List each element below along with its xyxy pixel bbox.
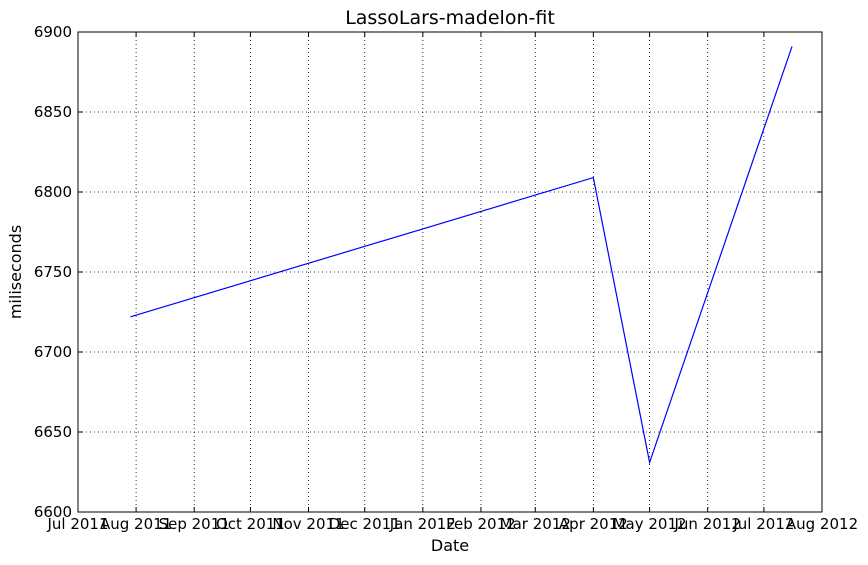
x-tick-label: Nov 2011 [272,515,344,533]
x-tick-label: Sep 2011 [159,515,230,533]
chart-title: LassoLars-madelon-fit [345,7,555,29]
y-tick-label: 6800 [34,183,72,201]
y-tick-label: 6850 [34,103,72,121]
series-line [130,46,793,465]
x-tick-label: Feb 2012 [446,515,516,533]
x-tick-label: Aug 2011 [100,515,172,533]
y-tick-label: 6650 [34,423,72,441]
x-tick-label: May 2012 [613,515,687,533]
x-tick-label: Jul 2012 [732,515,794,533]
y-tick-label: 6750 [34,263,72,281]
y-tick-label: 6700 [34,343,72,361]
x-tick-label: Aug 2012 [786,515,858,533]
series-layer [130,46,793,465]
x-tick-label: Jan 2012 [389,515,456,533]
x-tick-label: Mar 2012 [500,515,571,533]
x-tick-label: Dec 2011 [329,515,401,533]
x-tick-label: Jun 2012 [673,515,740,533]
y-tick-label: 6900 [34,23,72,41]
x-tick-label: Jul 2011 [46,515,108,533]
x-tick-label: Oct 2011 [216,515,285,533]
x-tick-label: Apr 2012 [559,515,628,533]
y-axis-label: miliseconds [6,225,25,319]
y-tick-label: 6600 [34,503,72,521]
axis-ticks [77,31,823,513]
x-axis-label: Date [431,536,469,555]
